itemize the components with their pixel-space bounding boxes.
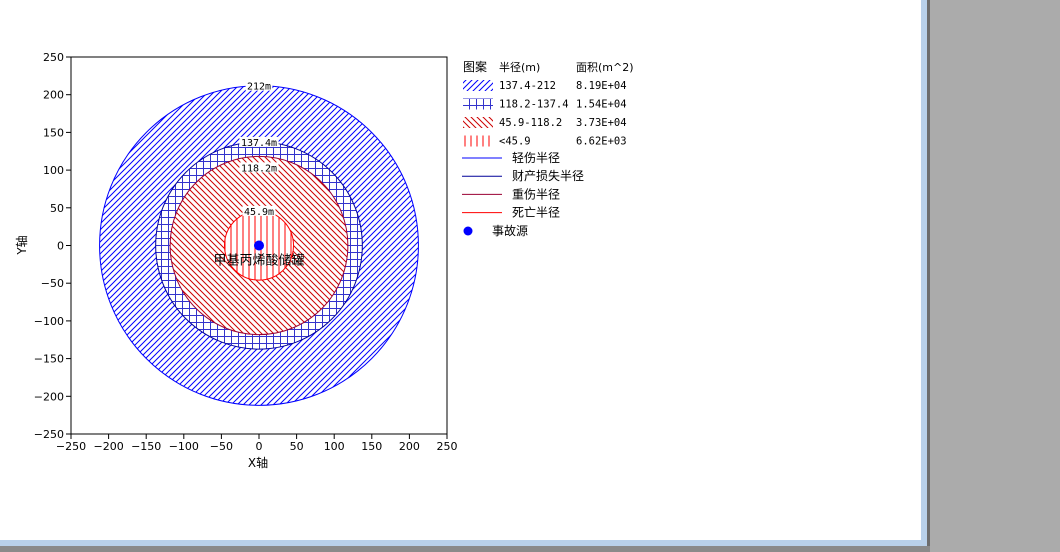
x-tick-label: 150 [361, 440, 382, 453]
x-tick-label: −200 [93, 440, 123, 453]
radius-label: 118.2m [241, 163, 277, 174]
legend-swatch [463, 98, 493, 110]
window-shadow-bottom [0, 546, 930, 552]
legend-zone-area: 8.19E+04 [576, 80, 627, 92]
legend-zone-area: 3.73E+04 [576, 117, 627, 129]
y-tick-label: −100 [34, 315, 64, 328]
y-tick-label: −50 [41, 277, 64, 290]
legend-header-radius: 半径(m) [499, 60, 540, 74]
radius-label-bg [239, 136, 279, 147]
workspace-background [930, 0, 1060, 552]
legend-swatch [463, 80, 493, 91]
axes: −250−250 −200 −200 −150 −150 −100 −100 −50 −50 0 0… [34, 51, 458, 453]
y-tick-label: 50 [50, 202, 64, 215]
radius-circle [169, 155, 349, 336]
legend-zone-area: 1.54E+04 [576, 99, 627, 111]
radius-label-bg [245, 80, 273, 91]
legend-line-label: 死亡半径 [512, 206, 560, 220]
radius-label: 137.4m [241, 138, 277, 149]
legend-zone-label: <45.9 [499, 136, 531, 148]
x-tick-label: −150 [131, 440, 161, 453]
x-tick-label: −100 [169, 440, 199, 453]
canvas-area: 212m 137.4m 118.2m 45.9m 甲基丙烯酸储罐 −250 −250 −20… [14, 51, 634, 470]
y-tick-label: 100 [43, 164, 64, 177]
source-point [254, 240, 264, 251]
x-tick-label: −50 [210, 440, 233, 453]
y-tick-label: −250 [34, 428, 64, 441]
y-axis-label: Y轴 [14, 235, 29, 255]
legend-zone-label: 137.4-212 [499, 80, 556, 92]
legend-source-marker [463, 226, 473, 236]
radius-label: 212m [247, 82, 271, 93]
legend-source-label: 事故源 [492, 223, 528, 238]
plot-area: 212m 137.4m 118.2m 45.9m 甲基丙烯酸储罐 [99, 80, 419, 406]
chart: 212m 137.4m 118.2m 45.9m 甲基丙烯酸储罐 −250−250 −20… [14, 51, 634, 470]
legend-line-label: 财产损失半径 [512, 168, 584, 183]
legend-header-area: 面积(m^2) [576, 61, 634, 74]
y-tick-label: 0 [57, 240, 64, 253]
legend-swatch [463, 117, 493, 128]
window-frame-right [921, 0, 927, 546]
x-tick-label: 50 [290, 440, 304, 453]
legend-header-pattern: 图案 [463, 59, 487, 74]
window-shadow-right [927, 0, 930, 552]
y-tick-label: 250 [43, 51, 64, 64]
y-tick-label: −200 [34, 390, 64, 403]
legend-line-label: 重伤半径 [512, 187, 560, 201]
legend: 图案 半径(m) 面积(m^2) 137.4-212 8.19E+04 118.2-… [462, 59, 634, 238]
x-tick-label: 250 [437, 440, 458, 453]
legend-zone-label: 45.9-118.2 [499, 117, 562, 129]
y-tick-label: −150 [34, 353, 64, 366]
legend-swatch [463, 135, 493, 147]
y-tick-label: 200 [43, 89, 64, 102]
y-tick-label: 150 [43, 126, 64, 139]
x-tick-label: 100 [324, 440, 345, 453]
radius-label-bg [242, 205, 276, 216]
legend-zone-label: 118.2-137.4 [499, 99, 569, 111]
x-tick-label: −250 [56, 440, 86, 453]
radius-label: 45.9m [244, 207, 274, 218]
radius-label-bg [239, 162, 279, 173]
x-tick-label: 200 [399, 440, 420, 453]
legend-line-label: 轻伤半径 [512, 151, 560, 165]
x-tick-label: 0 [256, 440, 263, 453]
source-label: 甲基丙烯酸储罐 [213, 254, 304, 269]
window-frame-bottom [0, 540, 927, 546]
legend-zone-area: 6.62E+03 [576, 136, 627, 148]
x-axis-label: X轴 [248, 455, 268, 470]
